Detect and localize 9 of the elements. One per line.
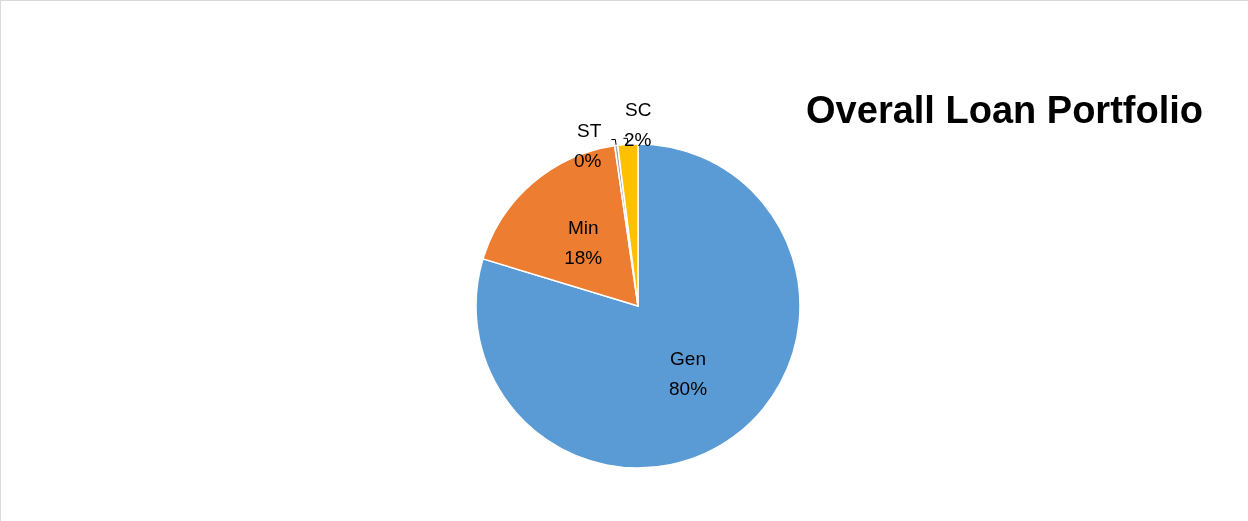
slice-label: Gen [670, 347, 706, 369]
data-label: 0% [573, 150, 602, 172]
data-label: 18% [564, 246, 603, 268]
slice-label: SC [625, 98, 652, 120]
slice-label: Min [567, 216, 599, 238]
data-label: 80% [669, 377, 708, 399]
data-label: 2% [623, 128, 652, 150]
text: Overall Loan Portfolio [806, 89, 1204, 131]
slice-label: ST [577, 120, 602, 142]
